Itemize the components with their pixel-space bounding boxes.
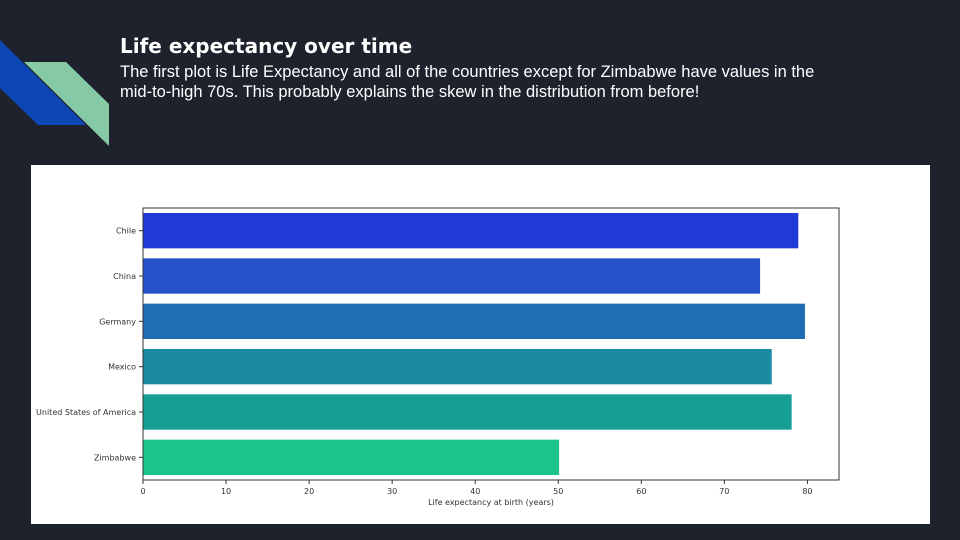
x-tick-label: 60: [636, 487, 646, 496]
x-tick-label: 20: [304, 487, 314, 496]
x-tick-label: 80: [802, 487, 812, 496]
y-tick-label: China: [113, 272, 136, 281]
bars-group: [143, 212, 805, 476]
bar-zimbabwe: [143, 439, 560, 476]
y-tick-label: Germany: [99, 317, 136, 326]
slide-title: Life expectancy over time: [120, 34, 413, 58]
bar-chile: [143, 212, 799, 249]
x-axis-label: Life expectancy at birth (years): [428, 498, 554, 507]
bar-mexico: [143, 348, 772, 385]
deco-green-shape: [24, 62, 109, 146]
y-tick-marks: [139, 230, 143, 458]
slide-body-text: The first plot is Life Expectancy and al…: [120, 63, 815, 101]
x-tick-label: 70: [719, 487, 729, 496]
x-tick-label: 50: [553, 487, 563, 496]
bar-chart: Chile China Germany Mexico United States of …: [36, 207, 840, 507]
y-tick-labels: Chile China Germany Mexico United States of …: [36, 227, 136, 463]
bar-china: [143, 258, 761, 294]
decorative-shapes: [0, 40, 109, 146]
x-tick-label: 40: [470, 487, 480, 496]
x-ticks: 0 10 20 30 40 50 60 70 80: [140, 480, 813, 496]
plot-frame: [142, 207, 840, 481]
y-tick-label: Mexico: [108, 363, 136, 372]
x-tick-label: 0: [140, 487, 145, 496]
bar-germany: [143, 303, 805, 340]
bar-united-states-of-america: [143, 394, 792, 430]
x-tick-label: 10: [221, 487, 231, 496]
chart-card: Chile China Germany Mexico United States of …: [31, 165, 930, 524]
y-tick-label: Chile: [116, 227, 136, 236]
x-tick-label: 30: [387, 487, 397, 496]
y-tick-label: United States of America: [36, 408, 136, 417]
y-tick-label: Zimbabwe: [94, 453, 136, 462]
deco-blue-shape: [0, 40, 86, 125]
